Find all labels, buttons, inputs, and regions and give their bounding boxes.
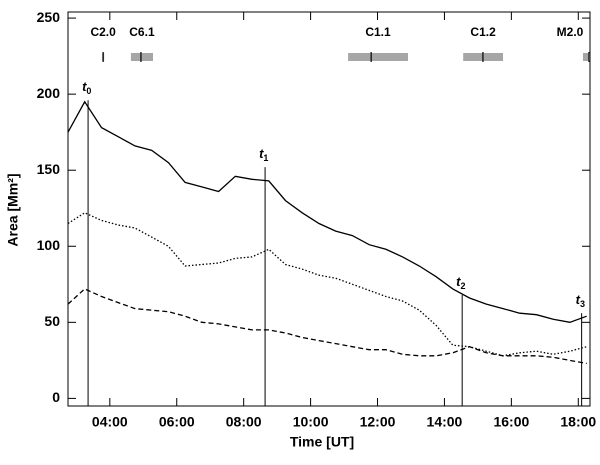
- flare-label: C1.1: [365, 25, 391, 39]
- marker-subscript: 1: [263, 154, 268, 164]
- y-tick-label: 250: [37, 9, 61, 25]
- marker-subscript: 2: [461, 281, 466, 291]
- marker-label: t3: [576, 293, 585, 310]
- marker-letter: t: [82, 80, 87, 95]
- x-tick-label: 06:00: [159, 414, 195, 430]
- series-line: [67, 100, 587, 323]
- marker-letter: t: [576, 293, 581, 308]
- marker-subscript: 3: [580, 300, 585, 310]
- y-tick-label: 100: [37, 237, 61, 253]
- marker-label: t2: [456, 274, 465, 291]
- x-axis-label: Time [UT]: [290, 434, 354, 450]
- x-tick-label: 14:00: [427, 414, 463, 430]
- flare-bar: [348, 53, 408, 61]
- flare-bar: [582, 53, 590, 61]
- series-line: [67, 212, 587, 357]
- plot-frame: [67, 11, 591, 407]
- y-tick-label: 200: [37, 85, 61, 101]
- marker-label: t1: [259, 147, 268, 164]
- y-tick-label: 50: [44, 313, 60, 329]
- marker-letter: t: [259, 147, 264, 162]
- x-tick-label: 10:00: [293, 414, 329, 430]
- y-axis-label: Area [Mm²]: [5, 173, 21, 246]
- marker-subscript: 0: [86, 87, 91, 97]
- flare-label: C6.1: [129, 25, 155, 39]
- y-tick-label: 150: [37, 161, 61, 177]
- flare-label: M2.0: [557, 25, 584, 39]
- series-line: [67, 288, 587, 365]
- flare-label: C2.0: [90, 25, 116, 39]
- x-tick-label: 08:00: [226, 414, 262, 430]
- flare-bar: [130, 53, 153, 61]
- y-tick-label: 0: [52, 389, 60, 405]
- x-tick-label: 04:00: [92, 414, 128, 430]
- marker-letter: t: [456, 274, 461, 289]
- marker-label: t0: [82, 80, 91, 97]
- x-tick-label: 16:00: [493, 414, 529, 430]
- x-tick-label: 12:00: [360, 414, 396, 430]
- x-tick-label: 18:00: [560, 414, 596, 430]
- flare-label: C1.2: [470, 25, 496, 39]
